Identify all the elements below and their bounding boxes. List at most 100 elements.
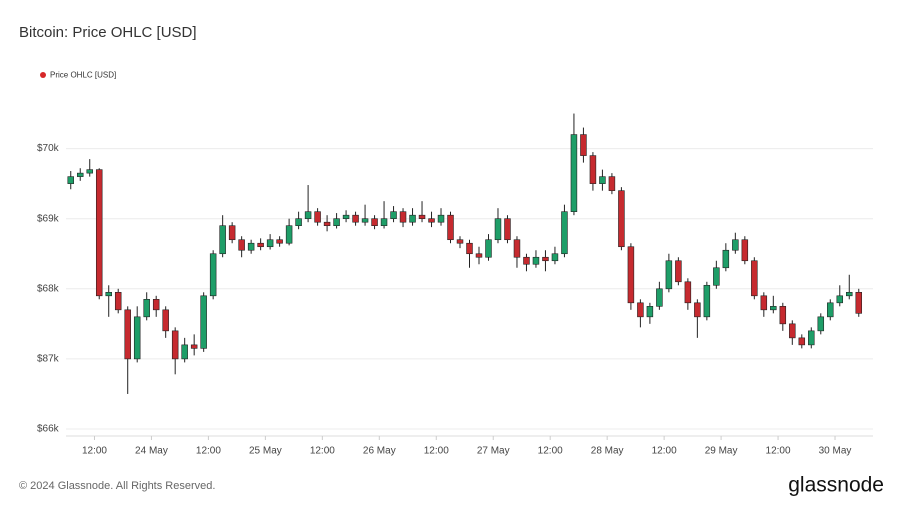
- candle-body: [741, 239, 749, 262]
- candle-body: [342, 214, 350, 219]
- candle-body: [779, 306, 787, 325]
- candle-body: [304, 211, 312, 219]
- x-tick-label: 30 May: [819, 446, 852, 457]
- candle-body: [513, 239, 521, 258]
- candle-body: [323, 221, 331, 227]
- candle-body: [447, 214, 454, 241]
- x-tick-label: 12:00: [196, 446, 221, 457]
- candle-body: [475, 253, 483, 258]
- candle-body: [133, 316, 141, 360]
- candle-body: [646, 306, 654, 318]
- candle-body: [437, 214, 445, 223]
- candle-body: [599, 176, 606, 184]
- x-tick-label: 12:00: [310, 446, 335, 457]
- candle-body: [637, 302, 644, 318]
- x-tick-label: 12:00: [766, 446, 791, 457]
- x-tick-label: 28 May: [591, 446, 624, 457]
- candle-body: [827, 302, 834, 318]
- candle-body: [247, 242, 255, 251]
- candle-body: [285, 225, 293, 244]
- candle-body: [257, 242, 264, 248]
- candle-body: [190, 344, 198, 349]
- candle-body: [380, 218, 388, 227]
- candle-body: [504, 218, 511, 241]
- candle-body: [817, 316, 825, 332]
- candle-body: [371, 218, 378, 227]
- candle-body: [589, 155, 597, 184]
- candle-body: [485, 239, 492, 258]
- candle-body: [722, 249, 730, 269]
- candle-body: [561, 211, 568, 255]
- candle-body: [105, 291, 112, 297]
- candle-body: [770, 306, 777, 311]
- x-tick-label: 26 May: [363, 446, 396, 457]
- legend-label: Price OHLC [USD]: [50, 71, 116, 80]
- candle-body: [124, 309, 131, 360]
- candle-body: [266, 239, 274, 248]
- x-tick-label: 12:00: [82, 446, 107, 457]
- candle-body: [542, 256, 549, 262]
- candle-body: [228, 225, 236, 241]
- candle-body: [162, 309, 169, 332]
- y-tick-label: $70k: [37, 143, 60, 154]
- brand-logo: glassnode: [788, 474, 884, 497]
- candle-body: [608, 176, 616, 191]
- x-tick-label: 29 May: [705, 446, 738, 457]
- candle-body: [181, 344, 188, 360]
- candle-body: [523, 256, 530, 265]
- x-tick-label: 27 May: [477, 446, 510, 457]
- candle-body: [836, 295, 844, 304]
- x-tick-label: 12:00: [652, 446, 677, 457]
- candle-body: [428, 218, 435, 223]
- y-tick-label: $87k: [37, 354, 60, 365]
- candle-body: [846, 291, 853, 297]
- y-tick-label: $69k: [37, 213, 60, 224]
- candle-body: [238, 239, 245, 251]
- candle-body: [314, 211, 321, 223]
- x-tick-label: 25 May: [249, 446, 282, 457]
- x-tick-label: 12:00: [424, 446, 449, 457]
- candle-body: [333, 218, 340, 227]
- candle-body: [276, 239, 283, 244]
- candle-body: [627, 246, 635, 304]
- candle-body: [713, 267, 720, 286]
- candle-body: [209, 253, 217, 297]
- candle-body: [200, 295, 207, 349]
- candle-body: [361, 218, 369, 223]
- candle-body: [703, 284, 711, 318]
- candle-body: [551, 253, 559, 262]
- candle-body: [808, 330, 815, 346]
- candle-body: [580, 134, 587, 156]
- candle-body: [760, 295, 768, 311]
- candle-body: [67, 176, 74, 184]
- footer: © 2024 Glassnode. All Rights Reserved.: [19, 480, 215, 492]
- candle-body: [95, 169, 103, 297]
- candle-body: [694, 302, 701, 318]
- candle-body: [456, 239, 464, 244]
- candle-body: [466, 242, 473, 255]
- candle-body: [570, 134, 578, 212]
- candle-body: [409, 214, 416, 223]
- candle-body: [751, 260, 758, 297]
- candle-body: [798, 337, 806, 346]
- candle-body: [219, 225, 226, 255]
- x-tick-label: 24 May: [135, 446, 168, 457]
- candle-body: [399, 211, 407, 223]
- candle-body: [665, 260, 673, 290]
- candle-body: [656, 288, 663, 307]
- candle-body: [494, 218, 502, 241]
- candle-body: [114, 291, 122, 311]
- candle-body: [76, 172, 84, 177]
- candle-body: [675, 260, 682, 283]
- candle-body: [789, 323, 796, 339]
- legend-swatch: [40, 72, 46, 78]
- candle-body: [855, 291, 863, 314]
- chart-title: Bitcoin: Price OHLC [USD]: [19, 24, 197, 41]
- y-tick-label: $66k: [37, 424, 60, 435]
- candle-body: [295, 218, 302, 227]
- candle-body: [152, 299, 160, 311]
- y-tick-label: $68k: [37, 283, 60, 294]
- candle-body: [352, 214, 359, 223]
- candle-body: [171, 330, 179, 360]
